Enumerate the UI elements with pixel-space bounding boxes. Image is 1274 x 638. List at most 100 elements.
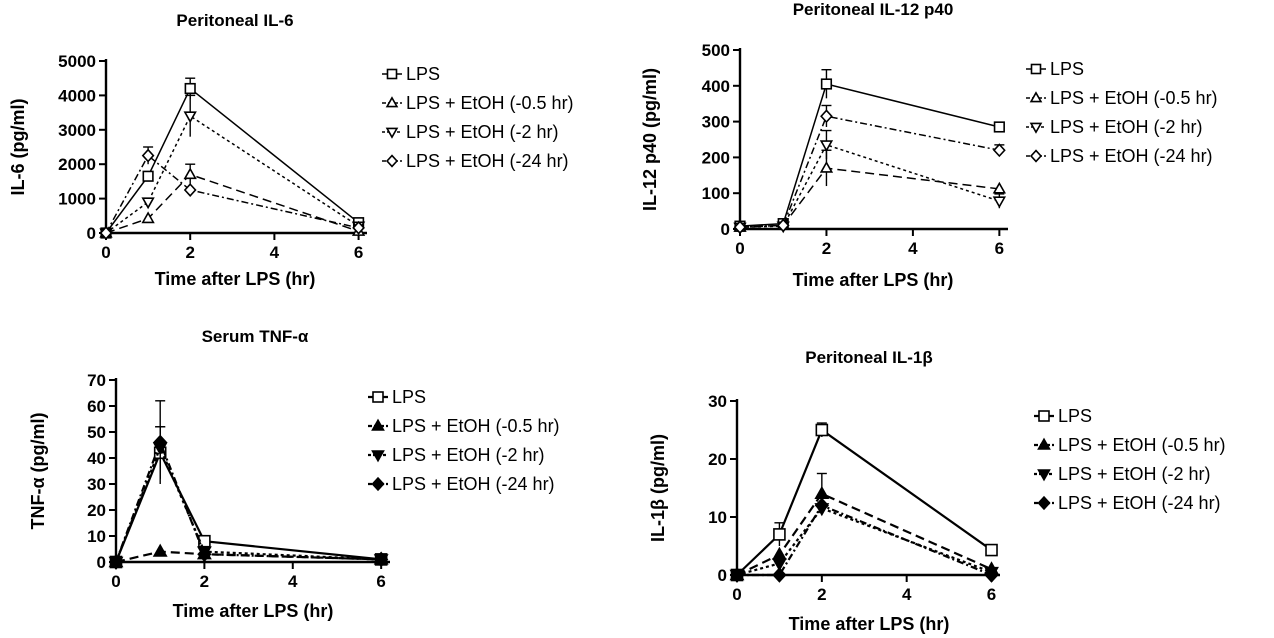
data-point — [729, 567, 745, 583]
y-tick-label: 0 — [97, 553, 106, 572]
legend-marker — [1037, 469, 1051, 482]
x-tick-label: 6 — [995, 239, 1004, 258]
data-point — [771, 558, 787, 572]
series-line — [105, 154, 359, 234]
legend-marker — [371, 450, 385, 463]
data-point — [108, 554, 124, 570]
x-tick-label: 6 — [987, 585, 996, 604]
legend-entry: LPS + EtOH (-0.5 hr) — [368, 416, 560, 436]
x-tick-label: 2 — [822, 239, 831, 258]
x-tick-label: 6 — [354, 243, 363, 262]
legend-entry: LPS + EtOH (-24 hr) — [368, 474, 555, 494]
legend-entry: LPS — [382, 64, 440, 84]
y-tick-label: 4000 — [58, 86, 96, 105]
legend-entry: LPS + EtOH (-0.5 hr) — [382, 93, 574, 113]
series-3 — [733, 129, 1007, 235]
legend-label: LPS + EtOH (-0.5 hr) — [392, 416, 560, 436]
chart-panel-1: Peritoneal IL-6 0 1000 2000 3000 4000 5000 0 2 4 6… — [8, 11, 574, 289]
data-point — [374, 551, 389, 568]
y-axis-label: IL-1β (pg/ml) — [648, 434, 668, 542]
series-1 — [730, 422, 998, 582]
x-tick-label: 0 — [111, 572, 120, 591]
data-point — [820, 109, 833, 124]
y-tick-label: 5000 — [58, 52, 96, 71]
x-tick-label: 6 — [376, 572, 385, 591]
series-1 — [100, 77, 365, 239]
data-point — [142, 170, 154, 182]
series-3 — [99, 94, 366, 241]
series-line — [736, 506, 992, 577]
y-tick-label: 10 — [708, 508, 727, 527]
data-point — [152, 543, 168, 557]
y-tick-label: 3000 — [58, 121, 96, 140]
x-tick-label: 0 — [101, 243, 110, 262]
x-tick-label: 4 — [270, 243, 280, 262]
data-point — [153, 434, 168, 451]
data-point — [352, 220, 365, 235]
data-point — [815, 423, 829, 437]
y-tick-label: 70 — [87, 371, 106, 390]
data-point — [776, 218, 790, 233]
series-4 — [733, 104, 1006, 235]
legend-entry: LPS — [1034, 406, 1092, 426]
data-point — [993, 121, 1005, 133]
legend-marker — [1038, 410, 1050, 422]
x-axis-label: Time after LPS (hr) — [173, 601, 334, 621]
series-line — [114, 450, 382, 563]
legend-entry: LPS — [1026, 59, 1084, 79]
legend-marker — [1029, 122, 1043, 134]
legend-marker — [385, 154, 399, 168]
legend-label: LPS + EtOH (-2 hr) — [1058, 464, 1211, 484]
y-tick-label: 30 — [708, 392, 727, 411]
series-line — [737, 504, 992, 577]
legend-marker — [386, 68, 398, 80]
x-tick-label: 0 — [735, 239, 744, 258]
data-point — [814, 485, 830, 500]
data-point — [773, 528, 786, 541]
y-tick-label: 30 — [87, 475, 106, 494]
series-line — [736, 428, 993, 576]
data-point — [992, 181, 1007, 194]
data-point — [197, 546, 212, 562]
y-tick-label: 500 — [702, 41, 730, 60]
legend-entry: LPS + EtOH (-24 hr) — [1034, 493, 1221, 513]
y-tick-label: 50 — [87, 423, 106, 442]
data-point — [771, 546, 787, 560]
legend-label: LPS + EtOH (-24 hr) — [406, 151, 569, 171]
series-line — [739, 115, 1000, 228]
x-axis-label: Time after LPS (hr) — [155, 269, 316, 289]
legend-marker — [372, 391, 384, 403]
chart-panel-2: Peritoneal IL-12 p40 0 100 200 300 400 500 0 2 4 6… — [640, 0, 1218, 290]
legend-marker — [371, 418, 385, 431]
data-point — [184, 82, 196, 95]
y-tick-label: 40 — [87, 449, 106, 468]
series-line — [105, 114, 359, 234]
legend-label: LPS — [1058, 406, 1092, 426]
series-2 — [733, 149, 1007, 232]
legend-label: LPS + EtOH (-2 hr) — [406, 122, 559, 142]
data-point — [820, 78, 833, 90]
legend-label: LPS — [406, 64, 440, 84]
y-tick-label: 0 — [718, 566, 727, 585]
legend-label: LPS — [392, 387, 426, 407]
data-point — [992, 196, 1007, 209]
series-4 — [99, 146, 365, 240]
legend-marker — [1037, 437, 1051, 450]
data-point — [141, 197, 155, 210]
data-point — [733, 220, 747, 235]
data-point — [141, 211, 155, 224]
legend-entry: LPS — [368, 387, 426, 407]
data-point — [984, 567, 999, 583]
chart-panel-4: Peritoneal IL-1β 0 10 20 30 0 2 4 6 Time after LP… — [648, 348, 1226, 634]
legend-label: LPS + EtOH (-2 hr) — [1050, 117, 1203, 137]
legend-entry: LPS + EtOH (-2 hr) — [382, 122, 559, 142]
y-axis-label: IL-12 p40 (pg/ml) — [640, 68, 660, 211]
chart-title: Peritoneal IL-6 — [176, 11, 293, 30]
series-1 — [734, 68, 1005, 232]
data-point — [814, 497, 829, 514]
legend-entry: LPS + EtOH (-2 hr) — [368, 445, 545, 465]
x-tick-label: 4 — [908, 239, 918, 258]
data-point — [141, 148, 155, 163]
legend-label: LPS + EtOH (-24 hr) — [392, 474, 555, 494]
data-point — [99, 226, 113, 240]
